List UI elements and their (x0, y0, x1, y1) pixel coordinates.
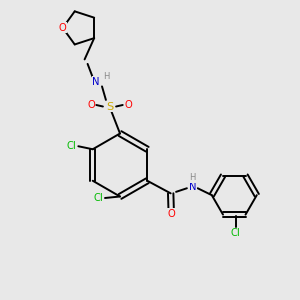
Text: N: N (92, 77, 100, 87)
Text: O: O (87, 100, 95, 110)
Text: Cl: Cl (94, 193, 103, 203)
Text: Cl: Cl (67, 141, 76, 151)
Text: S: S (106, 101, 113, 112)
Text: O: O (167, 209, 175, 219)
Text: N: N (188, 182, 196, 192)
Text: O: O (124, 100, 132, 110)
Text: H: H (103, 72, 110, 81)
Text: Cl: Cl (231, 228, 241, 238)
Text: O: O (59, 23, 67, 33)
Text: H: H (189, 173, 196, 182)
